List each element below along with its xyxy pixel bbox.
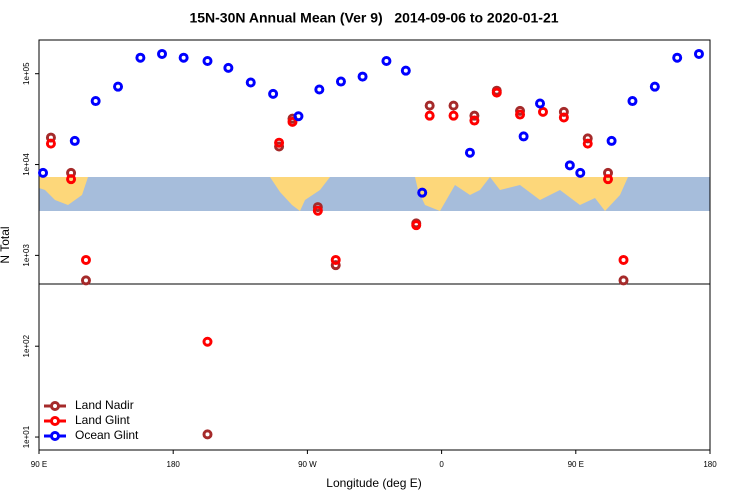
legend-label: Land Nadir xyxy=(75,398,134,412)
point xyxy=(314,84,325,95)
point xyxy=(469,110,480,121)
point xyxy=(411,220,422,231)
point xyxy=(582,138,593,149)
point xyxy=(357,71,368,82)
point xyxy=(330,254,341,265)
legend-marker xyxy=(50,401,60,411)
point xyxy=(627,96,638,107)
point xyxy=(424,110,435,121)
point xyxy=(90,96,101,107)
point xyxy=(564,160,575,171)
y-tick-label: 1e+01 xyxy=(22,425,31,448)
x-tick-label: 180 xyxy=(167,460,181,469)
legend-marker xyxy=(50,416,60,426)
point xyxy=(274,137,285,148)
point xyxy=(417,187,428,198)
point xyxy=(618,254,629,265)
point xyxy=(672,52,683,63)
x-tick-label: 90 E xyxy=(31,460,47,469)
point xyxy=(448,110,459,121)
point xyxy=(268,88,279,99)
plot-frame xyxy=(38,39,711,451)
point xyxy=(381,55,392,66)
point xyxy=(518,131,529,142)
point xyxy=(135,52,146,63)
point xyxy=(469,115,480,126)
point xyxy=(649,81,660,92)
point xyxy=(606,135,617,146)
point xyxy=(693,48,704,59)
legend-label: Land Glint xyxy=(75,413,130,427)
point xyxy=(582,133,593,144)
legend-label: Ocean Glint xyxy=(75,428,139,442)
point xyxy=(293,111,304,122)
point xyxy=(178,52,189,63)
point xyxy=(515,109,526,120)
point xyxy=(537,106,548,117)
point xyxy=(515,105,526,116)
point xyxy=(312,205,323,216)
x-tick-label: 0 xyxy=(439,460,444,469)
point xyxy=(274,141,285,152)
chart-title: 15N-30N Annual Mean (Ver 9) 2014-09-06 t… xyxy=(189,10,558,26)
point xyxy=(157,48,168,59)
y-axis-label: N Total xyxy=(0,226,12,263)
point xyxy=(618,275,629,286)
x-tick-label: 90 E xyxy=(568,460,584,469)
point xyxy=(330,260,341,271)
point xyxy=(575,167,586,178)
x-tick-label: 180 xyxy=(703,460,717,469)
legend-marker xyxy=(50,431,60,441)
y-tick-label: 1e+03 xyxy=(22,244,31,267)
point xyxy=(202,336,213,347)
point xyxy=(69,135,80,146)
point xyxy=(558,112,569,123)
point xyxy=(400,65,411,76)
point xyxy=(80,275,91,286)
point xyxy=(335,76,346,87)
point xyxy=(312,202,323,213)
point xyxy=(66,174,77,185)
y-tick-label: 1e+04 xyxy=(22,153,31,176)
point xyxy=(464,147,475,158)
point xyxy=(245,77,256,88)
point xyxy=(202,429,213,440)
point xyxy=(424,100,435,111)
point xyxy=(45,138,56,149)
y-tick-label: 1e+05 xyxy=(22,62,31,85)
point xyxy=(491,87,502,98)
point xyxy=(603,174,614,185)
point xyxy=(287,116,298,127)
x-axis-label: Longitude (deg E) xyxy=(326,476,421,490)
point xyxy=(202,55,213,66)
map-band xyxy=(39,177,710,211)
point xyxy=(535,98,546,109)
y-tick-label: 1e+02 xyxy=(22,334,31,357)
point xyxy=(223,62,234,73)
x-tick-label: 90 W xyxy=(298,460,317,469)
point xyxy=(80,254,91,265)
point xyxy=(38,167,49,178)
point xyxy=(113,81,124,92)
point xyxy=(448,100,459,111)
